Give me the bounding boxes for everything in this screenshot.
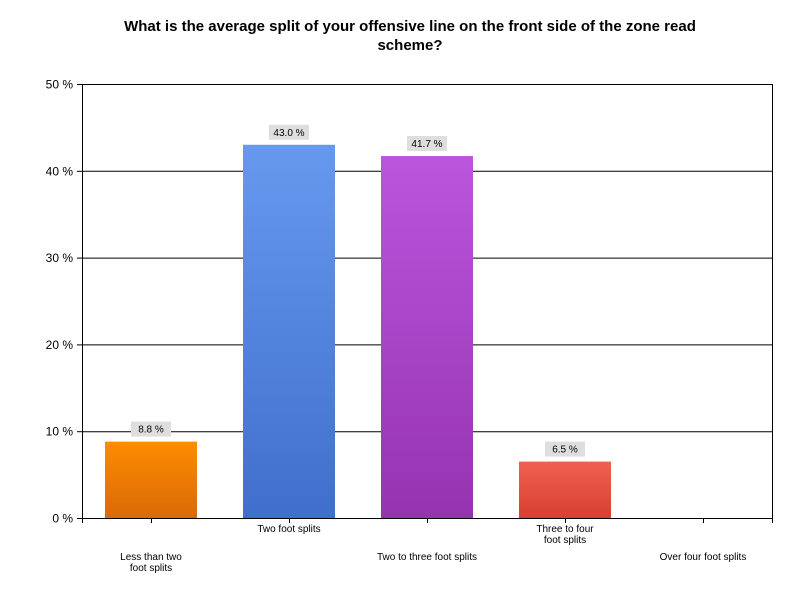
data-label: 8.8 % [138, 425, 164, 436]
y-tick-label: 40 % [46, 164, 74, 178]
bar [243, 144, 335, 518]
chart-title: What is the average split of your offens… [60, 17, 760, 55]
x-tick-label: Two foot splits [257, 524, 320, 535]
data-label-bg [131, 421, 171, 437]
y-tick-label: 0 % [52, 512, 73, 526]
bar [519, 461, 611, 518]
chart-title-line-2: scheme? [377, 37, 443, 54]
x-tick-label: Two to three foot splits [377, 552, 477, 563]
data-label-bg [269, 124, 309, 140]
data-label-bg [407, 136, 447, 152]
x-tick-label: Over four foot splits [660, 552, 747, 563]
y-tick-label: 30 % [46, 251, 74, 265]
data-label-bg [545, 441, 585, 457]
x-tick-label: Less than two foot splits [120, 552, 182, 574]
y-tick-label: 10 % [46, 425, 74, 439]
bar [105, 441, 197, 518]
data-label: 41.7 % [411, 139, 442, 150]
chart-title-line-1: What is the average split of your offens… [124, 18, 696, 35]
bar [381, 156, 473, 518]
data-label: 43.0 % [273, 128, 304, 139]
y-tick-label: 50 % [46, 78, 74, 92]
y-tick-label: 20 % [46, 338, 74, 352]
data-label: 6.5 % [552, 445, 578, 456]
x-tick-label: Three to four foot splits [536, 524, 594, 546]
